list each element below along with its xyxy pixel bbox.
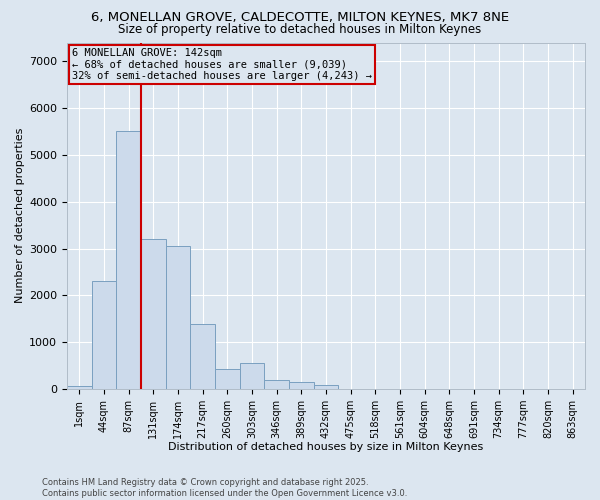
Bar	[265, 380, 289, 389]
Bar	[166, 246, 190, 389]
Bar	[92, 282, 116, 389]
Bar	[314, 386, 338, 389]
Bar	[67, 386, 92, 389]
Text: 6 MONELLAN GROVE: 142sqm
← 68% of detached houses are smaller (9,039)
32% of sem: 6 MONELLAN GROVE: 142sqm ← 68% of detach…	[72, 48, 372, 81]
Bar	[215, 369, 239, 389]
Bar	[239, 364, 265, 389]
Text: 6, MONELLAN GROVE, CALDECOTTE, MILTON KEYNES, MK7 8NE: 6, MONELLAN GROVE, CALDECOTTE, MILTON KE…	[91, 11, 509, 24]
Y-axis label: Number of detached properties: Number of detached properties	[15, 128, 25, 304]
Bar	[141, 239, 166, 389]
Bar	[116, 132, 141, 389]
Bar	[289, 382, 314, 389]
Bar	[190, 324, 215, 389]
X-axis label: Distribution of detached houses by size in Milton Keynes: Distribution of detached houses by size …	[169, 442, 484, 452]
Text: Contains HM Land Registry data © Crown copyright and database right 2025.
Contai: Contains HM Land Registry data © Crown c…	[42, 478, 407, 498]
Text: Size of property relative to detached houses in Milton Keynes: Size of property relative to detached ho…	[118, 22, 482, 36]
